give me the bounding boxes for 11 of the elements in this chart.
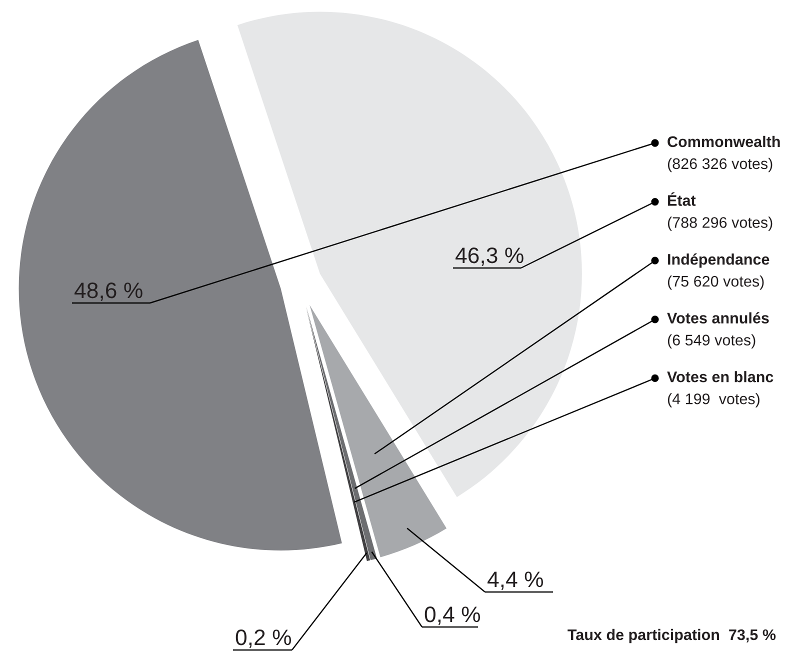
slice-label: Indépendance (75 620 votes)	[668, 253, 770, 290]
slice-label: État (788 296 votes)	[668, 192, 772, 231]
data-label: 46,3 %	[456, 247, 524, 266]
text: Taux de participation 73,5 %	[568, 628, 776, 644]
data-label: 0,4 %	[424, 606, 480, 625]
data-label: 4,4 %	[488, 572, 544, 590]
slice-label: Votes en blanc (4 199 votes)	[667, 371, 774, 408]
slice-label: Commonwealth (826 326 votes)	[668, 136, 780, 172]
slice-label: Votes annulés (6 549 votes)	[667, 312, 769, 349]
data-label: 48,6 %	[74, 282, 142, 301]
data-label: 0,2 %	[236, 629, 292, 648]
